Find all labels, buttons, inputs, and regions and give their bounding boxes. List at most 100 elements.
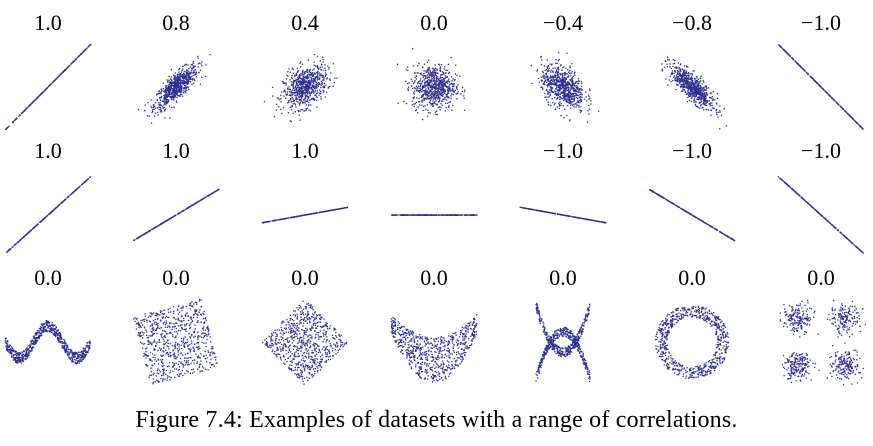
data-point: [556, 70, 558, 72]
data-point: [313, 80, 315, 82]
data-point: [316, 79, 319, 81]
data-point: [554, 102, 556, 104]
data-point: [317, 74, 319, 76]
data-point: [677, 67, 679, 69]
data-point: [296, 82, 298, 85]
data-point: [698, 90, 700, 92]
data-point: [174, 83, 177, 86]
data-point: [855, 121, 857, 123]
data-point: [30, 229, 32, 232]
data-point: [201, 198, 204, 200]
data-point: [563, 117, 565, 119]
data-point: [183, 72, 185, 75]
data-point: [294, 102, 296, 105]
data-point: [703, 102, 705, 104]
data-point: [541, 80, 544, 82]
data-point: [677, 73, 679, 75]
data-point: [317, 70, 319, 73]
data-point: [698, 102, 700, 104]
data-point: [588, 96, 590, 98]
data-point: [544, 73, 547, 75]
data-point: [701, 88, 704, 90]
data-point: [160, 108, 162, 111]
data-point: [561, 72, 563, 75]
data-point: [693, 95, 695, 97]
data-point: [550, 89, 553, 92]
data-point: [686, 83, 689, 86]
data-point: [167, 80, 169, 82]
data-point: [558, 81, 560, 83]
data-point: [561, 88, 563, 90]
data-point: [695, 81, 698, 83]
data-point: [414, 76, 416, 79]
data-point: [299, 104, 301, 106]
data-point: [312, 75, 314, 77]
data-point: [325, 91, 328, 93]
data-point: [5, 128, 7, 130]
data-point: [303, 214, 305, 216]
data-point: [180, 88, 182, 90]
data-point: [169, 117, 171, 119]
data-point: [51, 82, 53, 85]
data-point: [185, 82, 187, 84]
data-point: [184, 83, 186, 85]
data-point: [174, 83, 176, 86]
data-point: [312, 90, 314, 92]
data-point: [305, 104, 308, 106]
data-point: [664, 66, 666, 68]
data-point: [151, 110, 154, 112]
data-point: [284, 89, 286, 91]
data-point: [165, 100, 168, 102]
data-point: [688, 88, 690, 91]
data-point: [307, 81, 309, 83]
data-point: [283, 82, 286, 84]
data-point: [414, 103, 416, 105]
data-point: [431, 92, 434, 94]
data-point: [558, 102, 560, 104]
data-point: [413, 82, 415, 84]
data-point: [304, 92, 306, 94]
data-point: [183, 73, 186, 75]
data-point: [692, 92, 694, 94]
data-point: [548, 67, 550, 69]
data-point: [186, 78, 188, 81]
data-point: [295, 74, 297, 76]
data-point: [285, 84, 287, 86]
data-point: [551, 63, 553, 65]
data-point: [309, 80, 311, 83]
data-point: [182, 81, 184, 83]
data-point: [170, 89, 172, 91]
data-point: [446, 82, 449, 84]
data-point: [438, 81, 440, 84]
data-point: [299, 102, 302, 104]
data-point: [19, 114, 21, 116]
data-point: [309, 68, 311, 71]
data-point: [185, 73, 188, 75]
data-point: [566, 99, 568, 101]
data-point: [439, 83, 441, 85]
data-point: [424, 89, 426, 92]
data-point: [174, 95, 176, 98]
data-point: [332, 85, 334, 88]
data-point: [410, 78, 412, 80]
data-point: [444, 98, 446, 100]
data-point: [302, 82, 305, 84]
data-point: [814, 80, 816, 82]
data-point: [316, 78, 319, 80]
data-point: [312, 85, 314, 87]
data-point: [707, 87, 710, 89]
data-point: [170, 88, 172, 90]
data-point: [554, 74, 556, 76]
data-point: [305, 77, 307, 79]
data-point: [138, 236, 141, 238]
data-point: [324, 96, 326, 98]
data-point: [687, 66, 689, 68]
data-point: [168, 218, 170, 221]
data-point: [550, 87, 552, 89]
data-point: [178, 86, 180, 88]
data-point: [306, 81, 308, 84]
data-point: [175, 77, 177, 79]
data-point: [580, 109, 582, 112]
data-point: [428, 79, 430, 81]
data-point: [75, 189, 77, 191]
